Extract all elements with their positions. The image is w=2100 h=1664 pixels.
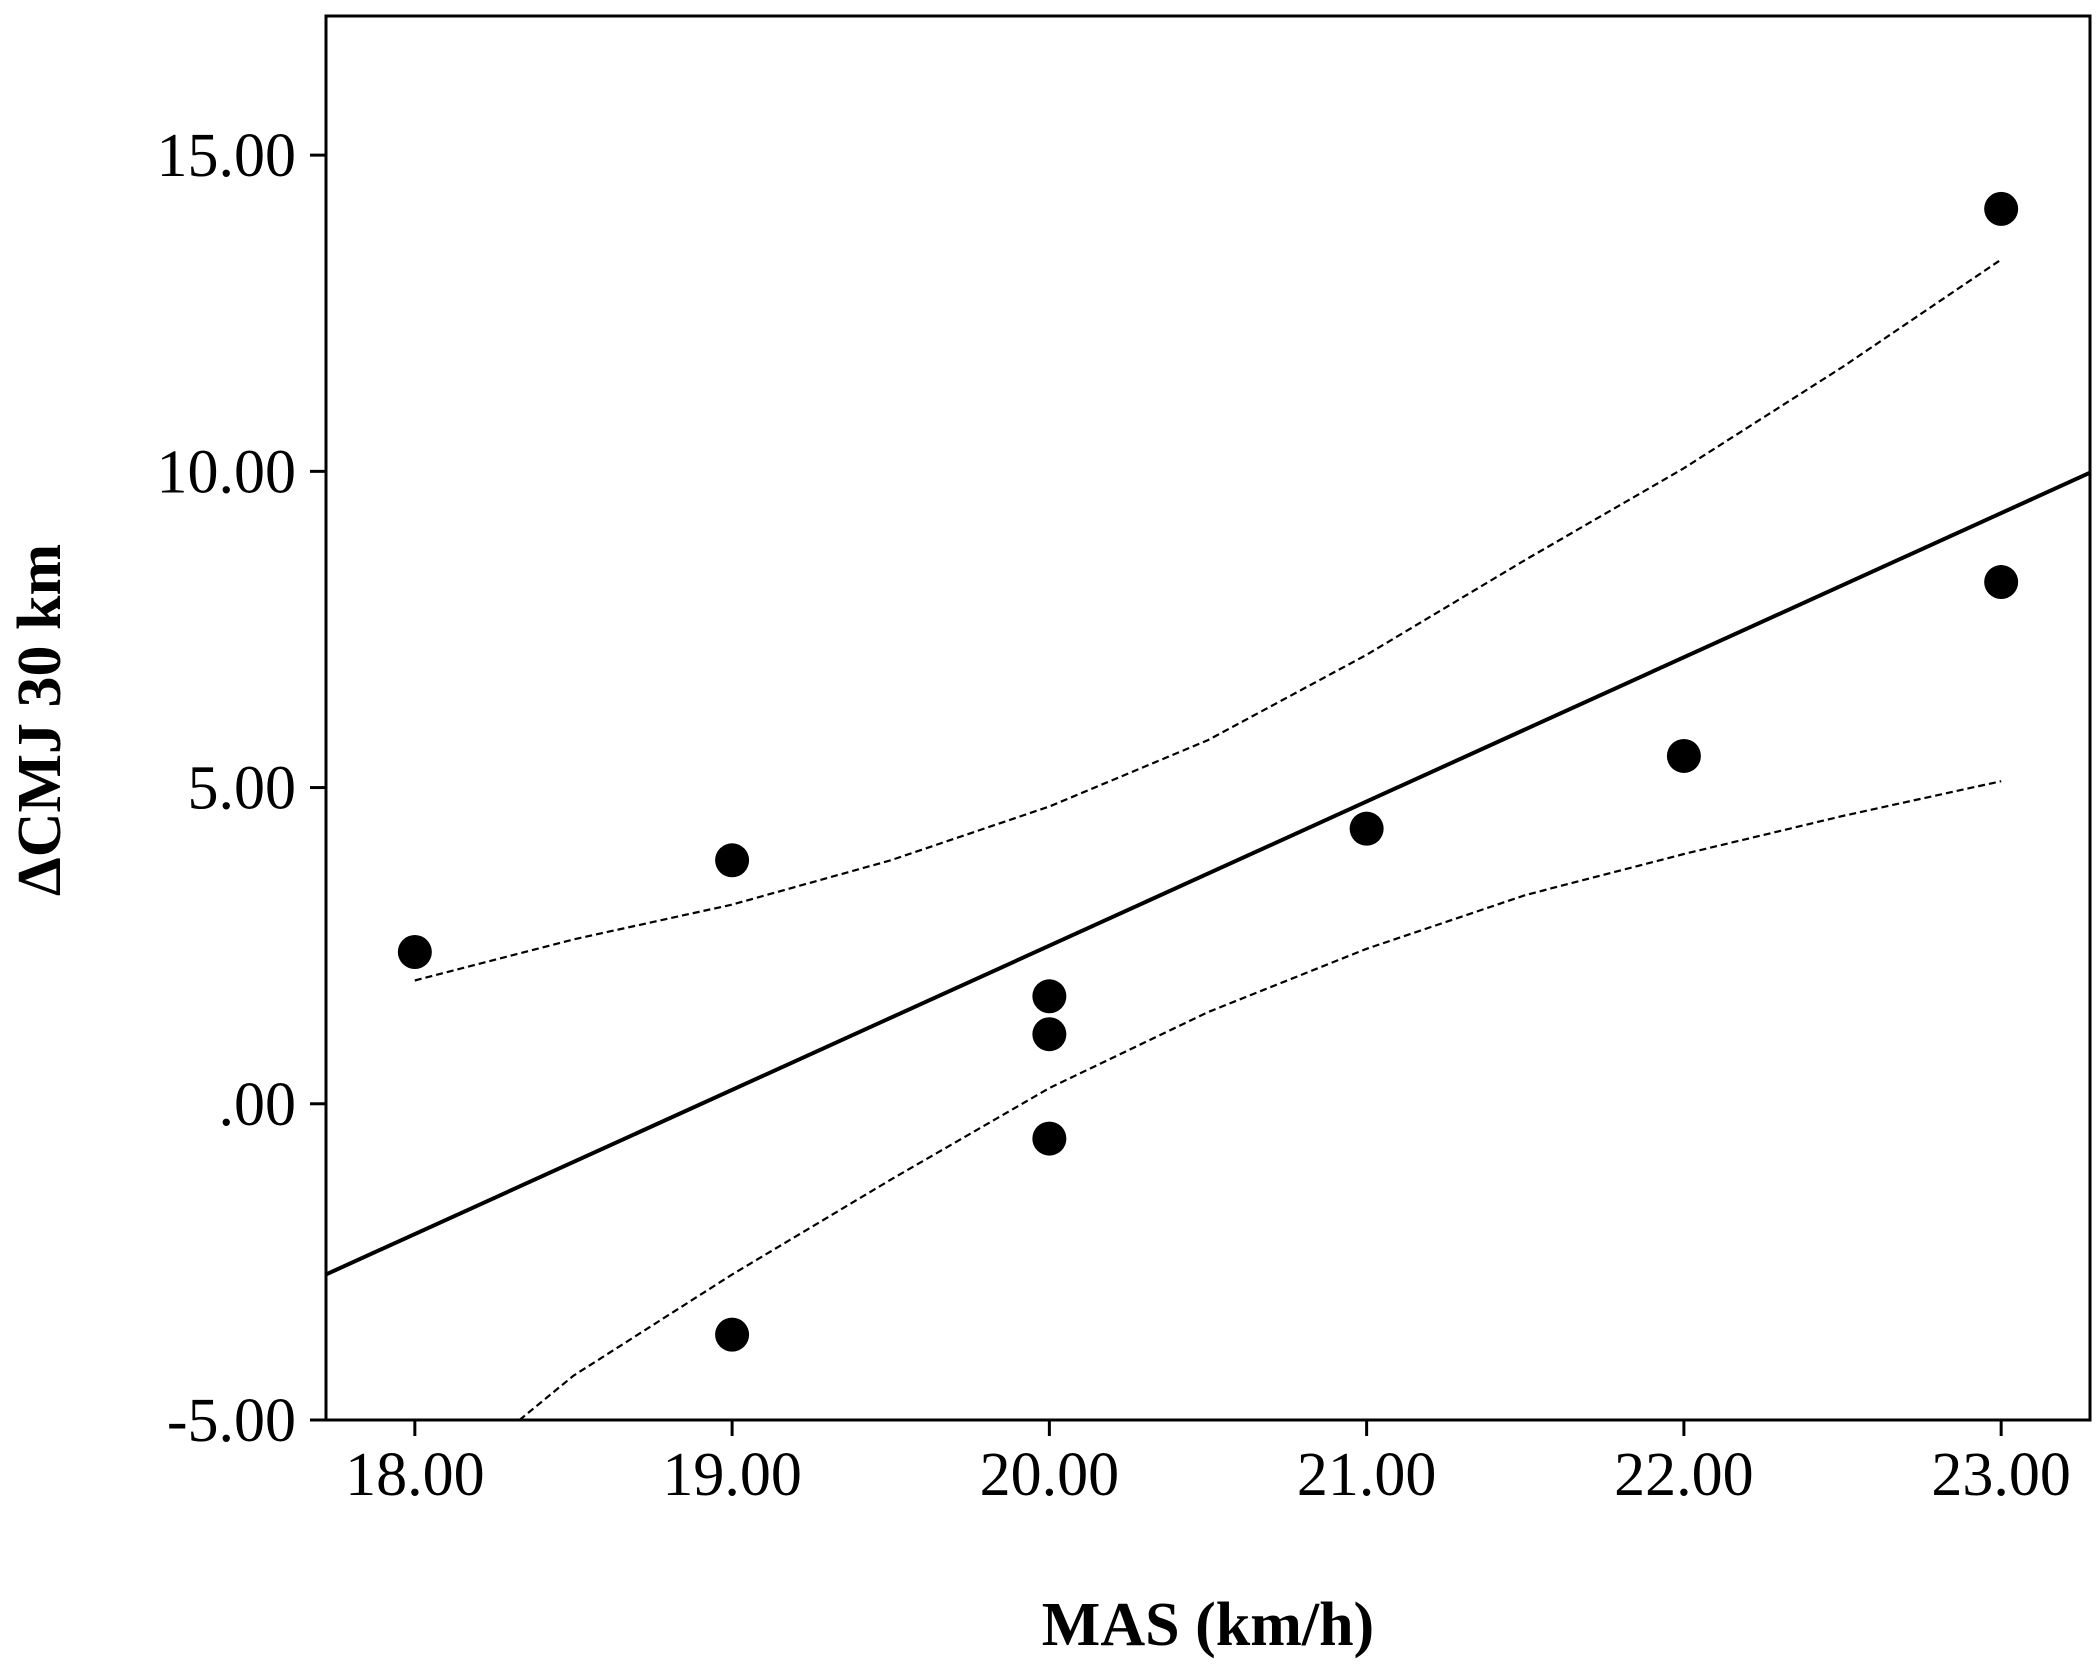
y-tick-label: .00 <box>219 1071 297 1139</box>
y-tick-label: -5.00 <box>167 1387 296 1455</box>
y-tick-label: 10.00 <box>157 438 297 506</box>
ci-lower-curve <box>518 780 2002 1420</box>
data-point <box>1984 191 2019 226</box>
data-point <box>1032 979 1067 1014</box>
x-tick-label: 22.00 <box>1614 1441 1754 1509</box>
x-tick-label: 21.00 <box>1297 1441 1437 1509</box>
x-tick-label: 18.00 <box>345 1441 485 1509</box>
data-point <box>1032 1121 1067 1156</box>
x-tick-label: 20.00 <box>980 1441 1120 1509</box>
x-axis-title: MAS (km/h) <box>1042 1591 1374 1659</box>
y-tick-label: 5.00 <box>188 755 297 823</box>
plot-frame <box>324 14 2092 1422</box>
ci-upper-curve <box>414 258 2002 982</box>
x-tick-label: 23.00 <box>1931 1441 2071 1509</box>
x-tick-label: 19.00 <box>662 1441 802 1509</box>
data-point <box>397 935 432 969</box>
data-point <box>715 1317 750 1352</box>
data-point <box>1349 811 1384 846</box>
data-point <box>1984 565 2019 600</box>
data-point <box>1666 738 1701 773</box>
data-point <box>715 843 750 878</box>
y-tick-label: 15.00 <box>157 122 297 190</box>
y-axis-title: ΔCMJ 30 km <box>6 544 74 896</box>
data-point <box>1032 1017 1067 1052</box>
regression-line <box>326 470 2090 1277</box>
